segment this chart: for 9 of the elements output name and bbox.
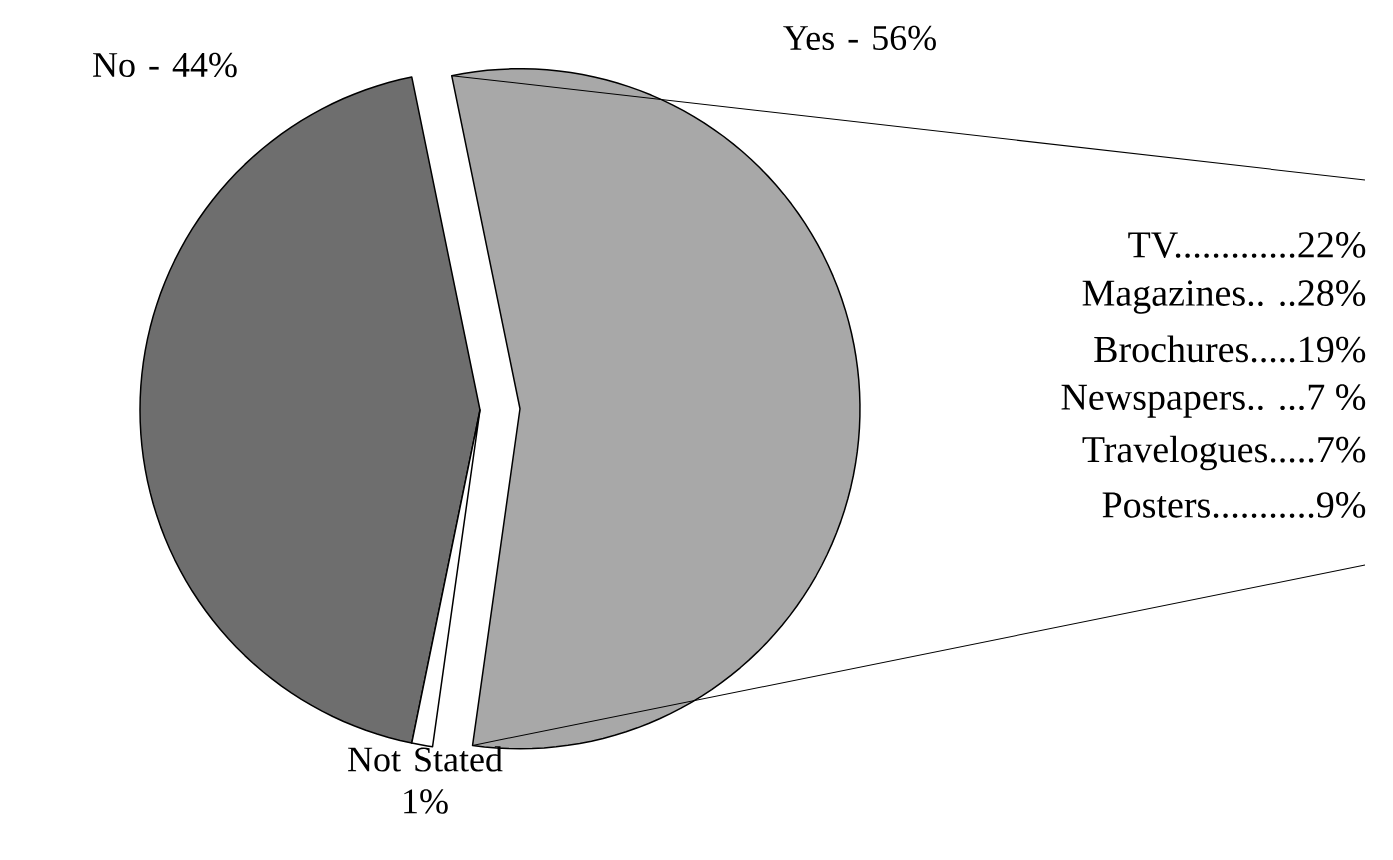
text: Travelogues.....7% [1082, 435, 1366, 471]
text: Magazines.. ..28% [1082, 280, 1366, 314]
text: Posters...........9% [1102, 492, 1366, 518]
text: Newspapers.. ...7 % [1061, 384, 1366, 418]
slice-label: Yes - 56% [783, 25, 936, 51]
text: Brochures.....19% [1094, 335, 1366, 363]
text: TV.............22% [1128, 232, 1366, 258]
slice-label: Not Stated 1% [348, 746, 503, 814]
slice-label: No - 44% [93, 52, 237, 78]
